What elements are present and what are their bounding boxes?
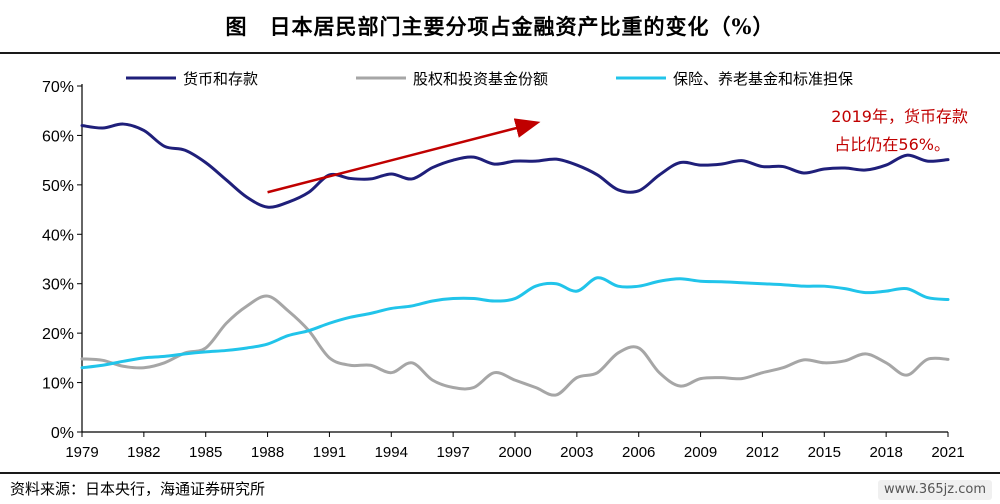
annotation-line-2: 占比仍在56%。 [834, 135, 950, 154]
title-divider [0, 52, 1000, 54]
line-chart: 0% 10% 20% 30% 40% 50% 60% 70% 1979 1982 1985 1988 1… [42, 70, 968, 461]
legend-entry-3: 保险、养老基金和标准担保 [616, 70, 853, 88]
x-tick-label: 2012 [746, 444, 779, 461]
footer-divider [0, 472, 1000, 474]
x-tick-label: 2018 [869, 444, 902, 461]
y-tick-label: 50% [42, 178, 74, 195]
legend-label: 保险、养老基金和标准担保 [673, 70, 853, 88]
chart-title: 图 日本居民部门主要分项占金融资产比重的变化（%） [225, 14, 775, 39]
y-tick-label: 10% [42, 376, 74, 393]
y-tick-label: 0% [51, 425, 74, 442]
y-tick-label: 40% [42, 227, 74, 244]
x-tick-label: 1994 [375, 444, 408, 461]
watermark: www.365jz.com [878, 480, 992, 500]
series-3 [80, 276, 950, 370]
chart-axes: 0% 10% 20% 30% 40% 50% 60% 70% 1979 1982 1985 1988 1… [42, 79, 965, 461]
legend-entry-2: 股权和投资基金份额 [356, 70, 548, 88]
y-tick-label: 60% [42, 128, 74, 145]
x-tick-label: 2000 [498, 444, 531, 461]
legend-entry-1: 货币和存款 [126, 70, 258, 88]
x-tick-label: 2021 [931, 444, 964, 461]
annotation-line-1: 2019年，货币存款 [831, 107, 968, 126]
x-tick-label: 1988 [251, 444, 284, 461]
series-2 [80, 294, 950, 397]
y-tick-label: 20% [42, 326, 74, 343]
x-tick-label: 1997 [436, 444, 469, 461]
series-layer [80, 122, 950, 397]
y-tick-label: 70% [42, 79, 74, 96]
y-tick-label: 30% [42, 277, 74, 294]
legend-label: 股权和投资基金份额 [413, 70, 548, 88]
series-1 [80, 122, 950, 209]
x-tick-label: 1985 [189, 444, 222, 461]
legend-label: 货币和存款 [183, 70, 258, 88]
trend-arrow [267, 118, 541, 194]
chart-legend: 货币和存款 股权和投资基金份额 保险、养老基金和标准担保 [126, 70, 853, 88]
x-tick-label: 1991 [313, 444, 346, 461]
x-tick-label: 1979 [65, 444, 98, 461]
x-tick-label: 2003 [560, 444, 593, 461]
series-line [80, 122, 950, 209]
x-tick-label: 2015 [808, 444, 841, 461]
x-tick-label: 2009 [684, 444, 717, 461]
series-line [80, 276, 950, 370]
source-note: 资料来源：日本央行，海通证券研究所 [10, 480, 266, 498]
x-tick-label: 2006 [622, 444, 655, 461]
series-line [80, 294, 950, 397]
x-tick-label: 1982 [127, 444, 160, 461]
